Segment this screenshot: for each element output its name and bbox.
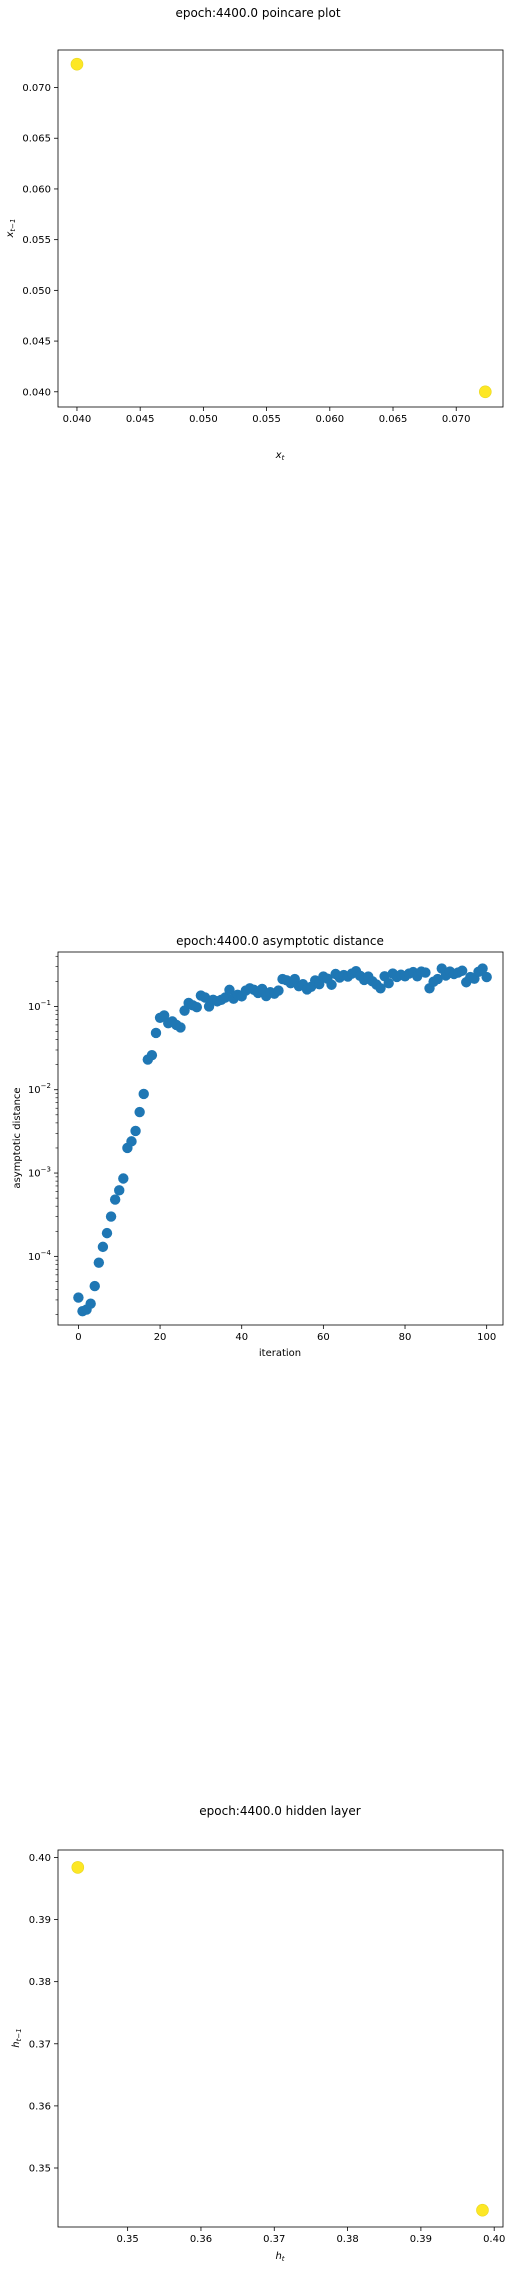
- x-tick-label: 0.040: [63, 414, 92, 425]
- x-tick-label: 0.060: [315, 414, 344, 425]
- x-tick-label: 40: [235, 1332, 248, 1343]
- hidden-ylabel: ht−1: [11, 2028, 23, 2047]
- data-point: [130, 1125, 141, 1137]
- data-point: [109, 1194, 121, 1205]
- x-tick-label: 0: [75, 1332, 81, 1343]
- data-point: [70, 57, 84, 71]
- data-point: [375, 983, 386, 994]
- data-point: [476, 2203, 489, 2217]
- data-point: [479, 385, 492, 399]
- x-tick-label: 0.065: [379, 414, 408, 425]
- x-tick-label: 0.38: [336, 2234, 358, 2245]
- data-point: [105, 1211, 117, 1222]
- y-tick-label: 0.055: [22, 235, 51, 246]
- x-tick-label: 80: [399, 1332, 412, 1343]
- data-point: [456, 965, 468, 976]
- y-tick-label: 0.40: [29, 1853, 51, 1864]
- data-point: [146, 1049, 158, 1061]
- data-point: [126, 1136, 137, 1147]
- data-point: [179, 1005, 190, 1016]
- y-tick-label: 0.37: [29, 2039, 51, 2050]
- data-point: [134, 1106, 145, 1118]
- poincare-ylabel: xt−1: [5, 219, 17, 239]
- poincare-axes-frame: [57, 49, 504, 408]
- poincare-xlabel: xt: [275, 450, 285, 462]
- y-tick-label: 0.35: [29, 2163, 51, 2174]
- y-tick-label: 10−3: [28, 1166, 51, 1180]
- data-point: [150, 1027, 162, 1039]
- data-point: [420, 967, 431, 978]
- y-tick-label: 0.045: [22, 337, 51, 348]
- y-tick-label: 0.065: [22, 134, 51, 145]
- x-tick-label: 0.40: [483, 2234, 505, 2245]
- hidden-xlabel: ht: [275, 2251, 284, 2263]
- data-point: [326, 979, 337, 990]
- y-tick-label: 0.36: [29, 2101, 51, 2112]
- y-tick-label: 0.070: [22, 83, 51, 94]
- y-tick-label: 0.39: [29, 1915, 51, 1926]
- data-point: [118, 1173, 129, 1184]
- data-point: [477, 963, 488, 974]
- x-tick-label: 60: [317, 1332, 330, 1343]
- poincare-title: epoch:4400.0 poincare plot: [175, 6, 340, 20]
- distance-ylabel: asymptotic distance: [12, 1087, 23, 1188]
- data-point: [93, 1257, 105, 1268]
- data-point: [73, 1292, 84, 1303]
- data-point: [220, 992, 231, 1003]
- data-point: [199, 992, 211, 1003]
- y-tick-label: 10−1: [28, 999, 51, 1013]
- distance-xlabel: iteration: [259, 1348, 301, 1359]
- y-tick-label: 0.38: [29, 1977, 51, 1988]
- data-point: [158, 1010, 170, 1021]
- data-point: [383, 977, 394, 989]
- x-tick-label: 0.070: [442, 414, 471, 425]
- x-tick-label: 0.35: [117, 2234, 139, 2245]
- data-point: [432, 973, 443, 985]
- hidden-axes-frame: [57, 1849, 504, 2228]
- x-tick-label: 100: [477, 1332, 496, 1343]
- hidden-title: epoch:4400.0 hidden layer: [199, 1804, 361, 1818]
- data-point: [224, 984, 235, 996]
- data-point: [85, 1298, 96, 1309]
- data-point: [101, 1227, 113, 1239]
- data-point: [481, 971, 492, 983]
- distance-title: epoch:4400.0 asymptotic distance: [176, 934, 384, 948]
- data-point: [114, 1185, 125, 1196]
- x-tick-label: 20: [154, 1332, 167, 1343]
- data-point: [138, 1088, 149, 1100]
- x-tick-label: 0.39: [410, 2234, 432, 2245]
- data-point: [175, 1022, 186, 1033]
- y-tick-label: 10−2: [28, 1082, 51, 1096]
- y-tick-label: 10−4: [28, 1249, 52, 1263]
- x-tick-label: 0.050: [189, 414, 218, 425]
- data-point: [273, 985, 284, 996]
- distance-axes-frame: [57, 951, 504, 1326]
- data-point: [89, 1280, 100, 1292]
- x-tick-label: 0.045: [126, 414, 155, 425]
- y-tick-label: 0.060: [22, 184, 51, 195]
- data-point: [97, 1241, 109, 1253]
- data-point: [191, 1001, 203, 1013]
- x-tick-label: 0.37: [263, 2234, 285, 2245]
- data-point: [71, 1861, 85, 1874]
- y-tick-label: 0.050: [22, 286, 51, 297]
- x-tick-label: 0.055: [252, 414, 281, 425]
- y-tick-label: 0.040: [22, 387, 51, 398]
- x-tick-label: 0.36: [190, 2234, 212, 2245]
